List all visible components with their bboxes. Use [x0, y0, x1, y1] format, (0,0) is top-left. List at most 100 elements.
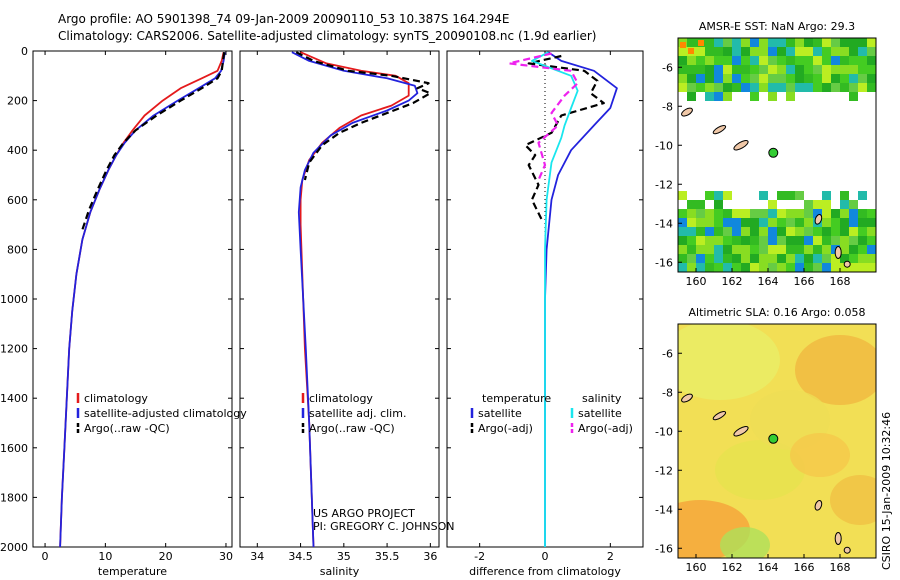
y-tick-label: 1400 [0, 392, 28, 405]
x-axis-label: salinity [320, 565, 360, 578]
map-x-tick-label: 166 [794, 561, 815, 574]
x-tick-label: 0 [542, 550, 549, 563]
series-line-3 [81, 52, 226, 230]
map-x-tick-label: 168 [830, 275, 851, 288]
map-frame [677, 37, 877, 273]
legend-label: satellite adj. clim. [309, 407, 406, 420]
legend-label: climatology [309, 392, 373, 405]
map-y-tick-label: -6 [662, 347, 673, 360]
profile-panel-2: 34 34.5 35 35.5 36 salinity climatology satelli… [239, 50, 440, 578]
series-line-4 [508, 52, 579, 181]
series-line-3 [295, 51, 432, 181]
profile-panel-1: 0 10 20 30 0 200 400 600 800 1000 1200 1400 1600 1800… [0, 45, 247, 578]
map-x-tick-label: 166 [794, 275, 815, 288]
legend-group-title: temperature [482, 392, 551, 405]
y-tick-label: 0 [21, 45, 28, 58]
map-title: AMSR-E SST: NaN Argo: 29.3 [699, 20, 855, 33]
x-tick-label: 35 [337, 550, 351, 563]
y-tick-label: 400 [7, 144, 28, 157]
map-x-tick-label: 164 [758, 561, 779, 574]
x-tick-label: 35.5 [375, 550, 400, 563]
legend-label: Argo(-adj) [578, 422, 633, 435]
legend-group-title: salinity [582, 392, 622, 405]
legend-label: Argo(-adj) [478, 422, 533, 435]
figure-title-line2: Climatology: CARS2006. Satellite-adjuste… [58, 29, 597, 43]
series-line-2 [291, 51, 419, 548]
map-title: Altimetric SLA: 0.16 Argo: 0.058 [688, 306, 865, 319]
x-tick-label: 0 [42, 550, 49, 563]
series-line-3 [531, 51, 579, 547]
map-y-tick-label: -10 [655, 425, 673, 438]
series-line-1 [544, 51, 618, 547]
map-x-tick-label: 162 [722, 561, 743, 574]
legend-label: Argo(..raw -QC) [309, 422, 395, 435]
map-panel-1: 160 162 164 166 168 -6 -8 -10 -12 -14 -16 AMSR-E SS… [655, 20, 877, 288]
map-x-tick-label: 162 [722, 275, 743, 288]
x-tick-label: 20 [159, 550, 173, 563]
island-shape [843, 546, 851, 554]
x-tick-label: 2 [607, 550, 614, 563]
figure-title-line1: Argo profile: AO 5901398_74 09-Jan-2009 … [58, 12, 510, 26]
map-frame [677, 323, 877, 559]
x-tick-label: 10 [98, 550, 112, 563]
panel-frame [239, 50, 440, 548]
map-y-tick-label: -14 [655, 217, 673, 230]
island-shape [681, 107, 693, 117]
x-tick-label: 34.5 [288, 550, 313, 563]
x-tick-label: 36 [423, 550, 437, 563]
island-shape [834, 532, 842, 545]
map-y-tick-label: -6 [662, 61, 673, 74]
x-axis-label: temperature [98, 565, 167, 578]
map-y-tick-label: -14 [655, 503, 673, 516]
y-tick-label: 2000 [0, 541, 28, 554]
map-field [678, 324, 876, 558]
map-y-tick-label: -16 [655, 542, 673, 555]
legend-label: satellite-adjusted climatology [84, 407, 247, 420]
map-y-tick-label: -8 [662, 386, 673, 399]
series-line-2 [524, 54, 605, 221]
pi-note: PI: GREGORY C. JOHNSON [313, 520, 455, 533]
island-shape [712, 411, 727, 421]
profile-panel-3: -2 0 2 difference from climatology temperatu… [446, 50, 644, 578]
map-x-tick-label: 160 [686, 275, 707, 288]
island-shape [733, 139, 749, 151]
y-tick-label: 800 [7, 243, 28, 256]
x-tick-label: -2 [474, 550, 485, 563]
island-shape [843, 260, 851, 268]
y-tick-label: 200 [7, 95, 28, 108]
map-x-tick-label: 160 [686, 561, 707, 574]
station-marker [768, 433, 779, 444]
island-shape [834, 246, 842, 259]
map-x-tick-label: 164 [758, 275, 779, 288]
legend-label: climatology [84, 392, 148, 405]
series-line-1 [59, 52, 225, 548]
map-panel-2: 160 162 164 166 168 -6 -8 -10 -12 -14 -16 Altimetri… [655, 306, 877, 574]
map-y-tick-label: -8 [662, 100, 673, 113]
island-shape [681, 393, 693, 403]
island-shape [814, 500, 823, 511]
x-axis-label: difference from climatology [469, 565, 621, 578]
legend-label: Argo(..raw -QC) [84, 422, 170, 435]
map-y-tick-label: -12 [655, 178, 673, 191]
y-tick-label: 1600 [0, 442, 28, 455]
map-field [678, 38, 876, 272]
timestamp-stamp: CSIRO 15-Jan-2009 10:32:46 [880, 411, 893, 570]
x-tick-label: 34 [250, 550, 264, 563]
project-note: US ARGO PROJECT [313, 507, 415, 520]
series-line-2 [59, 52, 226, 548]
map-y-tick-label: -16 [655, 256, 673, 269]
map-y-tick-label: -12 [655, 464, 673, 477]
y-tick-label: 1200 [0, 343, 28, 356]
island-shape [712, 125, 727, 135]
legend-label: satellite [478, 407, 522, 420]
island-shape [733, 425, 749, 437]
x-tick-label: 30 [219, 550, 233, 563]
y-tick-label: 1800 [0, 491, 28, 504]
map-y-tick-label: -10 [655, 139, 673, 152]
y-tick-label: 600 [7, 194, 28, 207]
legend-label: satellite [578, 407, 622, 420]
y-tick-label: 1000 [0, 293, 28, 306]
island-shape [814, 214, 823, 225]
map-x-tick-label: 168 [830, 561, 851, 574]
